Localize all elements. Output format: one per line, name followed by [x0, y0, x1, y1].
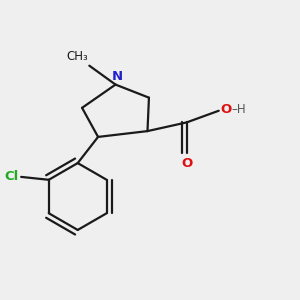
Text: Cl: Cl [4, 169, 19, 182]
Text: N: N [111, 70, 122, 83]
Text: –H: –H [231, 103, 246, 116]
Text: CH₃: CH₃ [66, 50, 88, 63]
Text: O: O [220, 103, 231, 116]
Text: O: O [181, 157, 192, 170]
